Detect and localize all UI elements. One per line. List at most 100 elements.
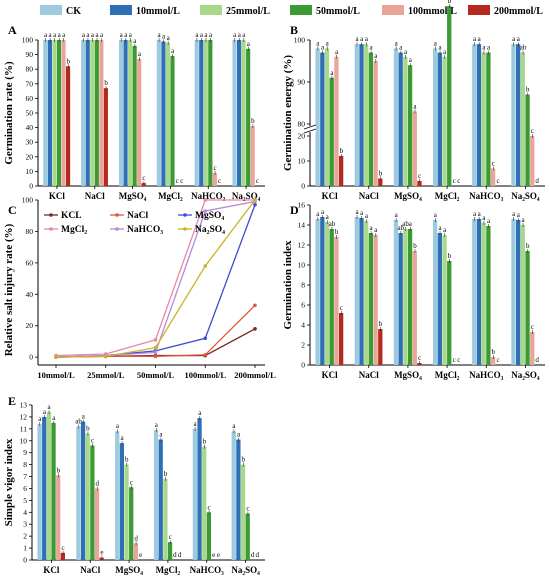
legend-swatch-5 xyxy=(468,5,490,15)
y-tick-label: 2 xyxy=(301,341,305,350)
significance-letter: a xyxy=(443,226,447,234)
significance-letter: a xyxy=(330,69,334,77)
line-series-MgCl2 xyxy=(55,199,255,357)
point-KCL xyxy=(253,327,257,331)
bar-NaHCO3-CK xyxy=(194,40,199,186)
significance-letter: d xyxy=(134,534,138,542)
significance-letter: b xyxy=(104,79,108,87)
y-tick-label: 12 xyxy=(20,412,28,421)
bar-MgCl2-CK xyxy=(153,430,159,560)
bar-Na2SO4-10mmol/L xyxy=(516,44,521,187)
y-tick-label: 14 xyxy=(298,221,306,230)
x-category-label: NaHCO₃ xyxy=(190,565,225,575)
axis-break-mark xyxy=(303,128,317,134)
x-category-label: MgSO₄ xyxy=(394,191,422,201)
x-category-label: MgCl₂ xyxy=(435,370,460,380)
y-tick-label: 4 xyxy=(301,321,305,330)
bar-NaCl-100mmol/L xyxy=(99,40,104,186)
bar-KCl-200mmol/L xyxy=(338,156,344,186)
y-tick-label: 2 xyxy=(23,532,27,541)
significance-letter: a xyxy=(86,31,90,39)
significance-letter: a xyxy=(487,217,491,225)
bar-KCl-100mmol/L xyxy=(61,40,66,186)
y-tick-label: 80 xyxy=(26,227,34,236)
y-tick-label: 5 xyxy=(23,496,27,505)
significance-letter: b xyxy=(413,242,417,250)
x-tick-label: 25mmol/L xyxy=(87,370,125,380)
significance-letter: a xyxy=(374,226,378,234)
legend-marker xyxy=(183,213,187,217)
significance-letter: a xyxy=(473,35,477,43)
bar-KCl-10mmol/L xyxy=(42,416,47,560)
bar-Na2SO4-CK xyxy=(511,219,516,365)
panel-c-relative-salt-injury: 0 20 40 60 80 100 Relative salt injury rate (%… xyxy=(3,196,276,381)
significance-letter: b xyxy=(379,320,383,328)
significance-letter: c xyxy=(208,503,211,511)
significance-letter: a xyxy=(58,31,62,39)
significance-letter: a xyxy=(158,31,162,39)
point-Na2SO4 xyxy=(103,354,108,359)
y-tick-label: 80 xyxy=(26,65,34,74)
significance-letter: c xyxy=(91,437,94,445)
bar-KCl-CK xyxy=(43,40,48,186)
significance-letter: c xyxy=(418,172,421,180)
significance-letter: c xyxy=(418,354,421,362)
bar-NaHCO3-10mmol/L xyxy=(197,418,202,560)
x-category-label: KCl xyxy=(49,191,66,201)
significance-letter: ab xyxy=(402,220,409,228)
bar-MgCl2-25mmol/L xyxy=(442,235,447,365)
x-category-label: Na₂SO₄ xyxy=(231,565,260,575)
significance-letter: a xyxy=(242,31,246,39)
bar-NaHCO3-50mmol/L xyxy=(486,226,491,365)
bar-MgCl2-25mmol/L xyxy=(163,478,168,560)
significance-letter: c xyxy=(340,304,343,312)
significance-letter: e xyxy=(217,551,220,559)
legend-label-1: 10mmol/L xyxy=(136,6,180,17)
significance-letter: a xyxy=(438,44,442,52)
bar-Na2SO4-25mmol/L xyxy=(240,464,246,560)
significance-letter: c xyxy=(531,323,534,331)
bar-KCl-100mmol/L xyxy=(334,237,339,365)
significance-letter: b xyxy=(379,170,383,178)
significance-letter: b xyxy=(164,470,168,478)
significance-letter: a xyxy=(473,210,477,218)
significance-letter: a xyxy=(321,208,325,216)
bar-NaCl-25mmol/L xyxy=(364,221,369,365)
bar-MgSO4-CK xyxy=(118,40,124,186)
bar-MgCl2-10mmol/L xyxy=(437,52,442,186)
y-tick-label: 40 xyxy=(26,123,34,132)
legend-label: Na₂SO₄ xyxy=(195,225,225,235)
legend-label: NaCl xyxy=(127,211,148,221)
bar-MgSO4-10mmol/L xyxy=(119,443,125,560)
significance-letter: a xyxy=(512,35,516,43)
bar-Na2SO4-50mmol/L xyxy=(525,94,530,186)
point-MgCl2 xyxy=(203,198,208,202)
legend-marker xyxy=(49,227,53,231)
bar-MgSO4-25mmol/L xyxy=(128,40,133,186)
y-tick-label: 9 xyxy=(23,448,27,457)
legend-swatch-2 xyxy=(200,5,222,15)
significance-letter: e xyxy=(212,551,215,559)
bar-MgCl2-CK xyxy=(432,48,438,187)
panel-letter: B xyxy=(290,23,298,37)
y-tick-label: 30 xyxy=(26,138,34,147)
y-tick-label: 1 xyxy=(23,544,27,553)
significance-letter: a xyxy=(95,31,99,39)
significance-letter: a xyxy=(487,44,491,52)
significance-letter: a xyxy=(48,403,52,411)
bar-NaCl-CK xyxy=(354,217,359,365)
legend-marker xyxy=(183,227,187,231)
bar-Na2SO4-25mmol/L xyxy=(241,40,246,186)
y-tick-label: 6 xyxy=(23,484,27,493)
significance-letter: d xyxy=(535,177,539,185)
legend-label-4: 100mmol/L xyxy=(408,6,457,17)
y-tick-label: 100 xyxy=(22,196,34,205)
bar-MgSO4-25mmol/L xyxy=(403,56,408,186)
bar-NaHCO3-25mmol/L xyxy=(203,40,208,186)
significance-letter: a xyxy=(116,422,120,430)
significance-letter: d xyxy=(178,551,182,559)
bar-KCl-50mmol/L xyxy=(329,77,334,186)
significance-letter: c xyxy=(453,356,456,364)
significance-letter: c xyxy=(457,177,460,185)
